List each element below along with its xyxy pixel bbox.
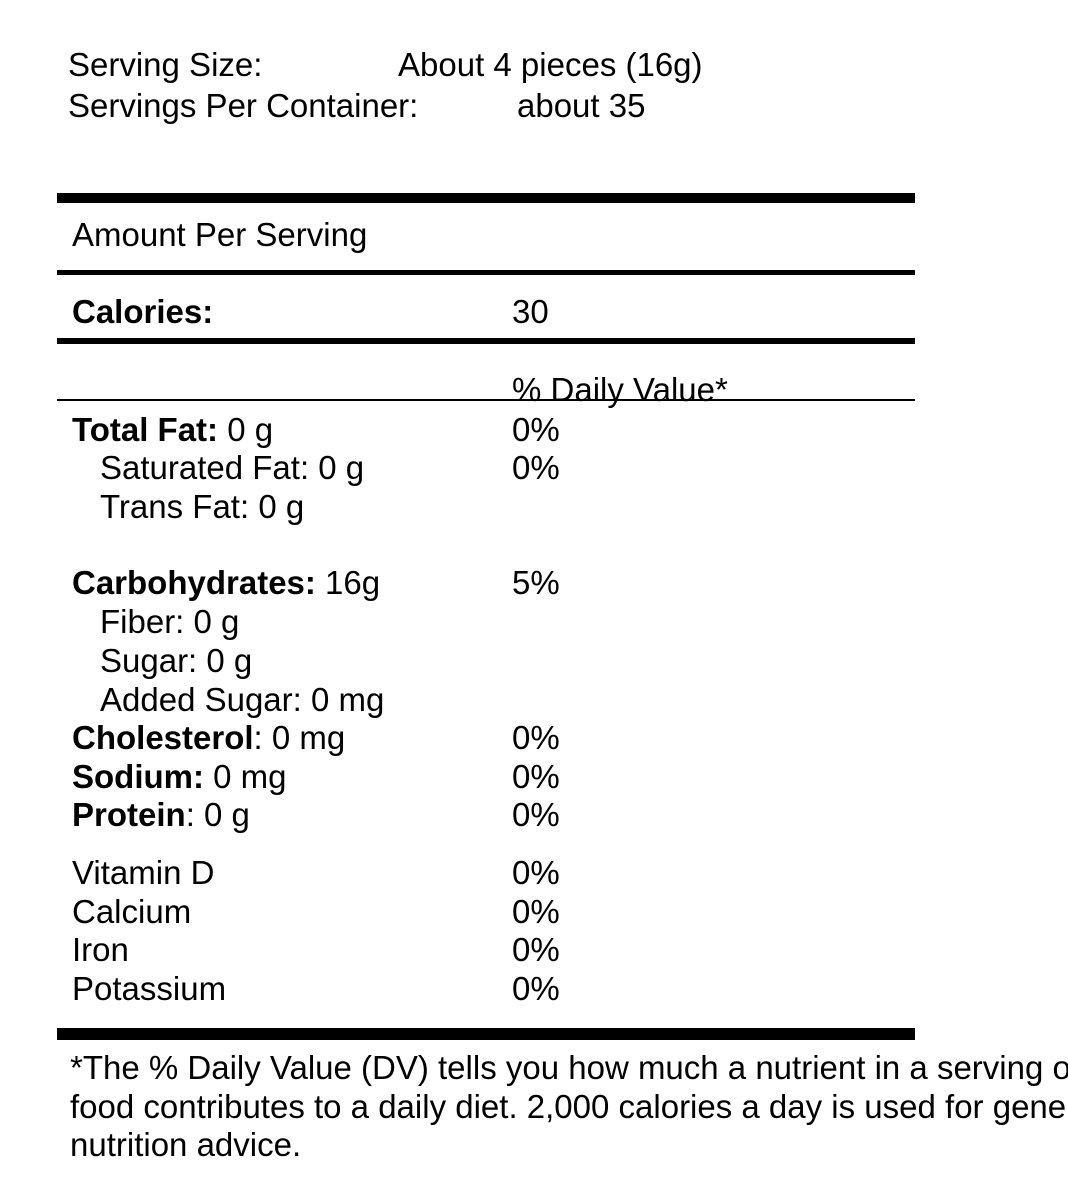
nutrient-row-cholesterol: Cholesterol: 0 mg 0%	[0, 721, 1068, 760]
nutrient-name: Carbohydrates: 16g	[72, 566, 380, 599]
nutrient-name: Iron	[72, 933, 129, 966]
rule-under-calories	[57, 338, 915, 344]
rule-under-amount-per-serving	[57, 270, 915, 275]
servings-per-container-value: about 35	[517, 87, 646, 124]
nutrient-name: Saturated Fat: 0 g	[100, 451, 364, 484]
nutrient-row-trans-fat: Trans Fat: 0 g	[0, 490, 1068, 529]
nutrient-row-vitamin-d: Vitamin D 0%	[0, 856, 1068, 895]
bottom-divider-bar	[57, 1028, 915, 1040]
nutrient-daily-value: 0%	[512, 931, 560, 968]
nutrient-name: Sugar: 0 g	[100, 644, 252, 677]
nutrient-daily-value: 0%	[512, 719, 560, 756]
nutrient-row-sodium: Sodium: 0 mg 0%	[0, 760, 1068, 799]
nutrient-name: Vitamin D	[72, 856, 214, 889]
nutrient-name: Calcium	[72, 895, 191, 928]
nutrient-name-bold: Carbohydrates:	[72, 564, 316, 601]
servings-per-container-label: Servings Per Container:	[68, 87, 419, 124]
nutrient-name-rest: Iron	[72, 931, 129, 968]
nutrient-daily-value: 0%	[512, 893, 560, 930]
nutrient-row-potassium: Potassium 0%	[0, 972, 1068, 1011]
nutrient-name-rest: Calcium	[72, 893, 192, 930]
nutrient-daily-value: 0%	[512, 854, 560, 891]
serving-size-label: Serving Size:	[68, 46, 263, 83]
nutrient-name-rest: Fiber: 0 g	[100, 603, 240, 640]
nutrient-name-rest: Potassium	[72, 970, 227, 1007]
nutrient-name: Potassium	[72, 972, 226, 1005]
top-divider-bar	[57, 193, 915, 203]
nutrient-name-rest: 16g	[315, 564, 381, 601]
footnote-text: *The % Daily Value (DV) tells you how mu…	[70, 1049, 1068, 1165]
nutrient-name: Protein: 0 g	[72, 798, 250, 831]
serving-size-value: About 4 pieces (16g)	[398, 46, 703, 83]
footnote-line-3: nutrition advice.	[70, 1126, 302, 1164]
nutrient-daily-value: 5%	[512, 564, 560, 601]
nutrient-row-protein: Protein: 0 g 0%	[0, 798, 1068, 837]
nutrient-name-rest: Trans Fat: 0 g	[100, 488, 305, 525]
nutrient-row-total-fat: Total Fat: 0 g 0%	[0, 413, 1068, 452]
nutrient-name-bold: Cholesterol	[72, 719, 254, 756]
nutrient-daily-value: 0%	[512, 449, 560, 486]
nutrient-daily-value: 0%	[512, 411, 560, 448]
nutrient-row-iron: Iron 0%	[0, 933, 1068, 972]
footnote-line-1: *The % Daily Value (DV) tells you how mu…	[70, 1049, 1068, 1086]
nutrient-daily-value: 0%	[512, 796, 560, 833]
nutrient-row-sugar: Sugar: 0 g	[0, 644, 1068, 683]
nutrient-name-bold: Protein	[72, 796, 186, 833]
nutrient-name: Total Fat: 0 g	[72, 413, 273, 446]
nutrient-row-calcium: Calcium 0%	[0, 895, 1068, 934]
nutrient-name: Fiber: 0 g	[100, 605, 239, 638]
rule-under-daily-value-header	[57, 399, 915, 401]
nutrient-daily-value: 0%	[512, 970, 560, 1007]
nutrient-name-rest: 0 g	[218, 411, 274, 448]
nutrient-name: Sodium: 0 mg	[72, 760, 287, 793]
nutrient-name: Added Sugar: 0 mg	[100, 683, 384, 716]
nutrient-name-bold: Sodium:	[72, 758, 204, 795]
nutrient-name-rest: : 0 mg	[253, 719, 346, 756]
nutrient-name-rest: Added Sugar: 0 mg	[100, 681, 385, 718]
nutrient-name-rest: Sugar: 0 g	[100, 642, 253, 679]
nutrient-row-saturated-fat: Saturated Fat: 0 g 0%	[0, 451, 1068, 490]
footnote-line-2: food contributes to a daily diet. 2,000 …	[70, 1087, 1068, 1125]
nutrient-name-rest: Vitamin D	[72, 854, 215, 891]
nutrient-row-carbohydrates: Carbohydrates: 16g 5%	[0, 566, 1068, 605]
nutrient-row-added-sugar: Added Sugar: 0 mg	[0, 683, 1068, 722]
nutrient-row-fiber: Fiber: 0 g	[0, 605, 1068, 644]
nutrient-name-bold: Total Fat:	[72, 411, 219, 448]
nutrient-daily-value: 0%	[512, 758, 560, 795]
calories-value: 30	[512, 293, 549, 330]
daily-value-header: % Daily Value*	[512, 371, 728, 408]
nutrient-name: Cholesterol: 0 mg	[72, 721, 345, 754]
nutrient-name-rest: : 0 g	[185, 796, 250, 833]
nutrient-name-rest: Saturated Fat: 0 g	[100, 449, 365, 486]
amount-per-serving-heading: Amount Per Serving	[72, 216, 368, 253]
nutrient-name-rest: 0 mg	[203, 758, 287, 795]
nutrient-name: Trans Fat: 0 g	[100, 490, 304, 523]
calories-label: Calories:	[72, 293, 214, 330]
